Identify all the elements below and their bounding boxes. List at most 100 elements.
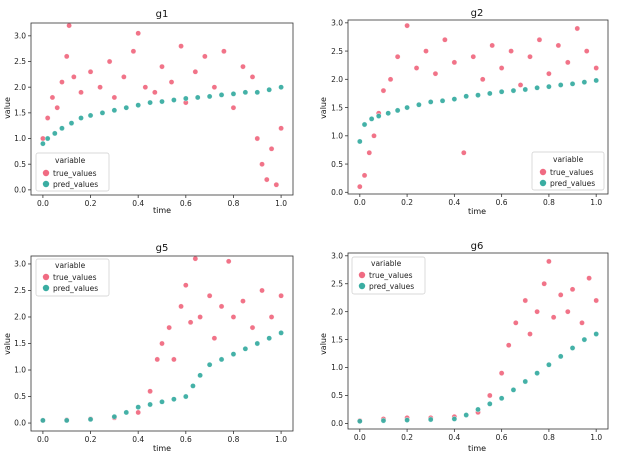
panel-g6: g6 time value 0.0 0.2 0.4 0.6 0.8 1.0 0.0 0.5 1… (319, 241, 609, 453)
point-pred-values (475, 92, 481, 98)
point-true-values (106, 58, 113, 65)
point-true-values (254, 135, 261, 142)
legend-label-true-values: true_values (53, 169, 97, 178)
point-true-values (268, 314, 275, 320)
point-true-values (152, 89, 158, 96)
point-pred-values (183, 95, 189, 102)
point-true-values (593, 65, 599, 71)
legend: variable true_values pred_values (531, 151, 605, 191)
point-true-values (187, 319, 194, 326)
x-tick-label: 1.0 (590, 198, 602, 207)
y-tick-label: 1.0 (14, 134, 26, 143)
point-pred-values (427, 416, 434, 423)
point-true-values (517, 82, 524, 88)
point-true-values (505, 342, 512, 348)
point-true-values (171, 356, 177, 363)
legend-label-true-values: true_values (550, 168, 594, 177)
point-true-values (550, 314, 557, 321)
point-pred-values (534, 84, 540, 91)
point-true-values (268, 145, 275, 152)
point-pred-values (254, 89, 261, 96)
legend-box (35, 258, 110, 297)
x-ticks: 0.0 0.2 0.4 0.6 0.8 1.0 (354, 194, 602, 207)
y-axis-label: value (319, 333, 328, 355)
point-pred-values (593, 77, 599, 84)
point-pred-values (197, 372, 203, 379)
point-pred-values (427, 99, 434, 105)
point-true-values (380, 87, 387, 94)
point-true-values (546, 258, 552, 265)
point-true-values (527, 331, 533, 337)
x-tick-label: 0.8 (227, 435, 239, 444)
point-pred-values (404, 104, 410, 111)
point-pred-values (546, 83, 552, 90)
point-true-values (479, 76, 486, 83)
point-pred-values (463, 412, 469, 418)
point-pred-values (147, 401, 153, 408)
point-true-values (579, 320, 585, 326)
point-true-values (135, 409, 141, 416)
y-tick-label: 1.5 (331, 103, 343, 112)
y-tick-label: 0.0 (14, 186, 26, 195)
y-tick-label: 2.5 (14, 286, 26, 295)
y-tick-label: 1.0 (331, 132, 343, 141)
data-points (40, 255, 284, 424)
x-tick-label: 0.2 (85, 199, 97, 208)
plot-frame (347, 252, 609, 430)
point-pred-values (385, 110, 391, 117)
point-true-values (357, 183, 363, 190)
point-pred-values (40, 140, 46, 147)
y-tick-label: 3.0 (331, 251, 343, 260)
point-pred-values (68, 120, 75, 126)
y-tick-label: 0.0 (14, 419, 26, 428)
legend: variable true_values pred_values (35, 152, 110, 192)
x-tick-label: 0.0 (37, 199, 49, 208)
panel-g5: g5 time value 0.0 0.2 0.4 0.6 0.8 1.0 0.0 0.5 1… (3, 243, 294, 453)
point-true-values (451, 59, 458, 66)
point-pred-values (569, 81, 576, 87)
point-pred-values (278, 330, 284, 336)
point-true-values (508, 48, 514, 54)
point-true-values (202, 53, 208, 60)
point-pred-values (475, 406, 481, 413)
legend-marker-pred-values (539, 179, 547, 187)
panel-g2: g2 time value 0.0 0.2 0.4 0.6 0.8 1.0 0.0 0.5 1… (319, 8, 609, 216)
point-true-values (87, 68, 94, 75)
legend: variable true_values pred_values (351, 256, 426, 295)
point-true-values (557, 292, 564, 298)
point-pred-values (375, 113, 382, 119)
point-true-values (498, 370, 505, 376)
point-true-values (78, 89, 84, 96)
point-true-values (593, 297, 599, 304)
point-pred-values (123, 104, 130, 111)
point-pred-values (147, 99, 153, 106)
point-true-values (546, 70, 552, 77)
point-true-values (240, 298, 246, 304)
point-true-values (487, 392, 493, 399)
point-true-values (565, 59, 571, 66)
point-true-values (366, 149, 373, 156)
point-true-values (586, 275, 592, 281)
y-tick-label: 2.0 (14, 83, 26, 92)
point-true-values (259, 161, 265, 167)
point-pred-values (159, 98, 165, 105)
y-tick-label: 1.0 (14, 366, 26, 375)
point-pred-values (557, 82, 564, 88)
point-true-values (470, 53, 477, 60)
x-tick-label: 0.6 (180, 199, 192, 208)
point-pred-values (183, 393, 189, 400)
point-true-values (159, 63, 165, 70)
point-true-values (574, 25, 581, 32)
point-true-values (54, 104, 61, 111)
y-tick-label: 2.0 (14, 313, 26, 322)
point-pred-values (218, 92, 225, 98)
y-tick-label: 1.5 (331, 335, 343, 344)
y-tick-label: 2.0 (331, 75, 343, 84)
point-pred-values (159, 399, 165, 405)
y-tick-label: 2.0 (331, 307, 343, 316)
point-true-values (142, 84, 149, 90)
y-tick-label: 0.0 (331, 419, 343, 428)
point-true-values (278, 292, 284, 299)
y-tick-label: 0.5 (331, 391, 343, 400)
point-true-values (527, 53, 533, 60)
